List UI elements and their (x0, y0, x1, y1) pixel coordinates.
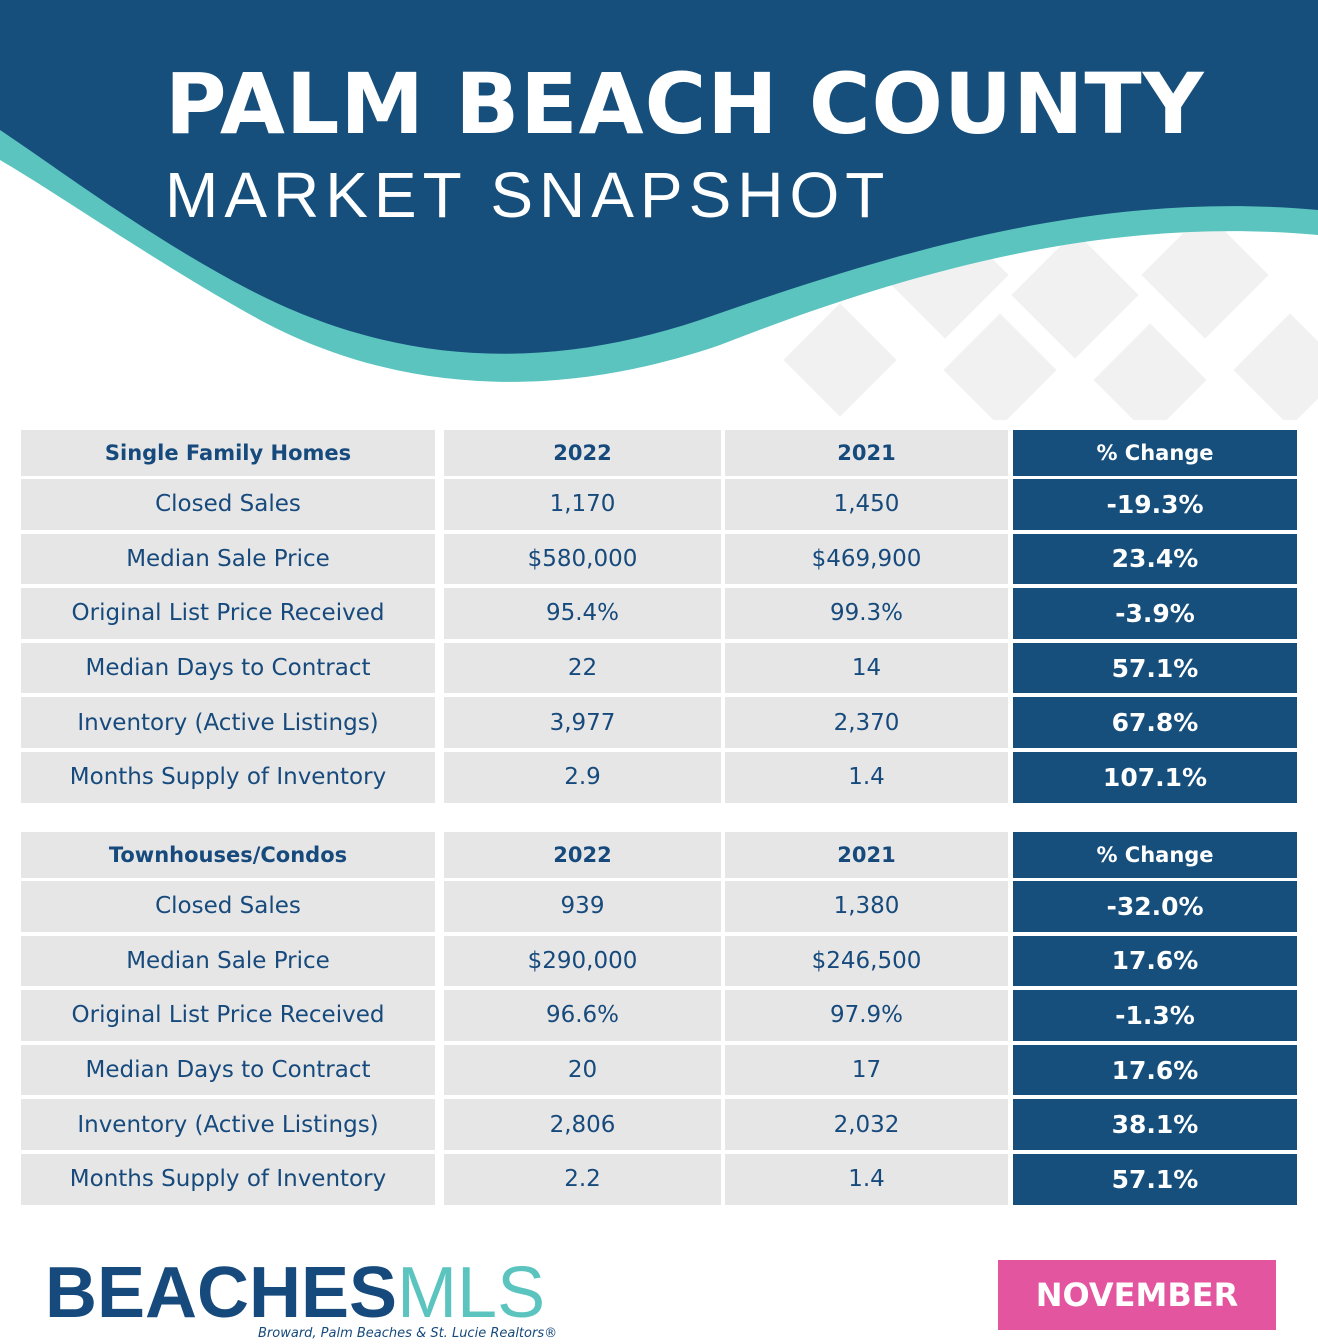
table-cell: 22 (444, 642, 721, 694)
table-cell: 2,806 (444, 1099, 721, 1150)
table-cell: 2.9 (444, 752, 721, 803)
logo-suffix: MLS (397, 1253, 546, 1333)
diamond-pattern (783, 211, 1318, 420)
table-cell: 1,450 (725, 479, 1008, 530)
header-wave (0, 0, 1318, 420)
table-header-cell: Townhouses/Condos (21, 832, 435, 878)
table-cell: $290,000 (444, 935, 721, 987)
logo-brand: BEACHES (45, 1253, 398, 1333)
row-label: Median Days to Contract (21, 1044, 435, 1096)
table-cell: 57.1% (1013, 1154, 1297, 1205)
table-cell: -19.3% (1013, 479, 1297, 530)
table-header-cell: % Change (1013, 832, 1297, 878)
table-cell: 107.1% (1013, 752, 1297, 803)
logo: BEACHESMLS (45, 1252, 545, 1334)
table-cell: 2,370 (725, 697, 1008, 748)
table-cell: 2.2 (444, 1154, 721, 1205)
row-label: Median Sale Price (21, 935, 435, 987)
table-cell: 38.1% (1013, 1099, 1297, 1150)
table-cell: 939 (444, 881, 721, 932)
table-cell: 17 (725, 1044, 1008, 1096)
table-header-cell: 2022 (444, 430, 721, 476)
table-cell: 17.6% (1013, 1044, 1297, 1096)
table-cell: $580,000 (444, 533, 721, 585)
table-header-cell: 2022 (444, 832, 721, 878)
row-label: Months Supply of Inventory (21, 752, 435, 803)
row-label: Inventory (Active Listings) (21, 1099, 435, 1150)
title: PALM BEACH COUNTY (165, 55, 1205, 153)
table-cell: 97.9% (725, 990, 1008, 1041)
row-label: Original List Price Received (21, 990, 435, 1041)
table-header-cell: Single Family Homes (21, 430, 435, 476)
table-cell: 1.4 (725, 1154, 1008, 1205)
table-cell: 1,170 (444, 479, 721, 530)
row-label: Closed Sales (21, 479, 435, 530)
table-cell: -1.3% (1013, 990, 1297, 1041)
table-cell: 2,032 (725, 1099, 1008, 1150)
month-badge: NOVEMBER (998, 1260, 1276, 1330)
row-label: Months Supply of Inventory (21, 1154, 435, 1205)
row-label: Original List Price Received (21, 588, 435, 639)
table-cell: 1,380 (725, 881, 1008, 932)
table-cell: 14 (725, 642, 1008, 694)
table-cell: $246,500 (725, 935, 1008, 987)
table-cell: 96.6% (444, 990, 721, 1041)
tagline: Broward, Palm Beaches & St. Lucie Realto… (258, 1326, 558, 1341)
table-cell: 67.8% (1013, 697, 1297, 748)
table-cell: 17.6% (1013, 935, 1297, 987)
table-header-cell: 2021 (725, 832, 1008, 878)
table-header-cell: 2021 (725, 430, 1008, 476)
row-label: Median Days to Contract (21, 642, 435, 694)
subtitle: MARKET SNAPSHOT (165, 159, 891, 231)
row-label: Inventory (Active Listings) (21, 697, 435, 748)
table-cell: -32.0% (1013, 881, 1297, 932)
row-label: Median Sale Price (21, 533, 435, 585)
table-cell: 57.1% (1013, 642, 1297, 694)
table-cell: 1.4 (725, 752, 1008, 803)
table-cell: 99.3% (725, 588, 1008, 639)
table-cell: 3,977 (444, 697, 721, 748)
table-header-cell: % Change (1013, 430, 1297, 476)
row-label: Closed Sales (21, 881, 435, 932)
table-cell: 23.4% (1013, 533, 1297, 585)
table-cell: 95.4% (444, 588, 721, 639)
table-cell: -3.9% (1013, 588, 1297, 639)
table-cell: 20 (444, 1044, 721, 1096)
table-cell: $469,900 (725, 533, 1008, 585)
